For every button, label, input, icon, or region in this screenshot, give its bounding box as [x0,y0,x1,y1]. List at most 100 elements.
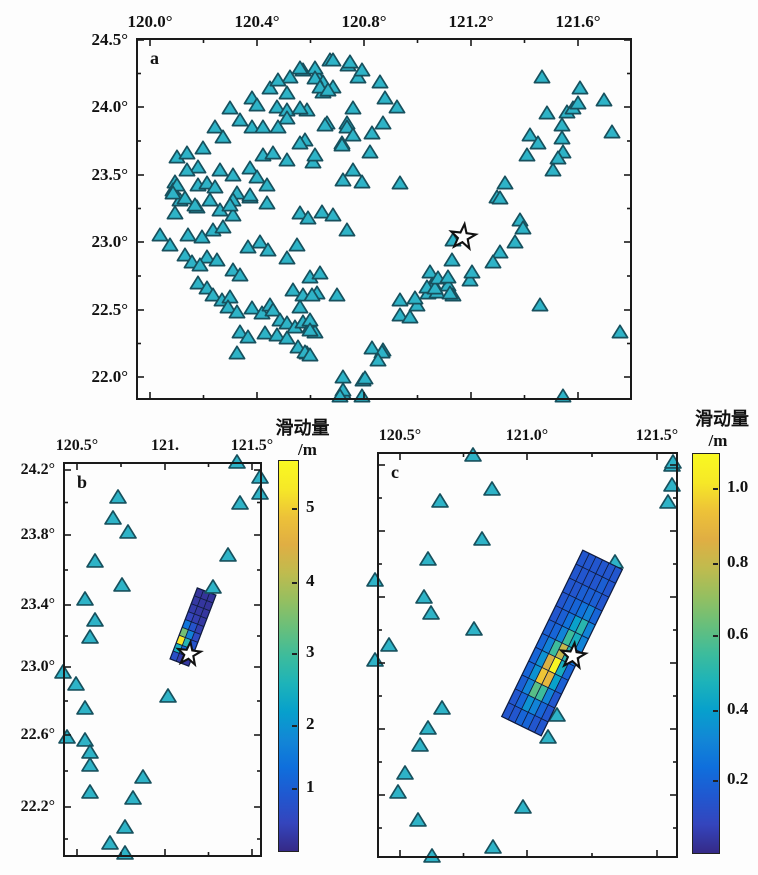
station-triangle [380,637,398,652]
colorbar-b-title: 滑动量 [275,418,330,438]
station-triangle [191,257,209,272]
fault-slip-patch [500,549,624,737]
station-triangle [104,510,122,525]
station-triangle [464,447,482,462]
station-triangle [306,147,324,162]
station-triangle [396,765,414,780]
station-triangle [529,135,547,150]
y-tick-label: 22.6° [20,726,55,743]
station-triangle [421,264,439,279]
station-triangle [228,454,246,469]
station-triangle [76,700,94,715]
station-triangle [258,195,276,210]
station-triangle [224,167,242,182]
station-triangle [214,219,232,234]
station-triangle [538,105,556,120]
station-triangle [221,100,239,115]
station-triangle [553,130,571,145]
station-triangle [389,784,407,799]
station-triangle [251,234,269,249]
fault-slip-patch [169,587,217,667]
y-tick-label: 23.0° [20,658,55,675]
y-tick-label: 22.0° [91,367,128,386]
station-triangle [544,162,562,177]
station-triangle [116,819,134,834]
station-triangle [313,204,331,219]
colorbar-tick-label: 0.4 [727,699,749,718]
y-tick-label: 22.5° [91,300,128,319]
station-triangle [179,227,197,242]
colorbar-tick-mark [292,788,297,790]
epicenter-star [175,638,204,668]
station-triangle [521,127,539,142]
station-triangle [214,129,232,144]
colorbar-b-gradient [278,460,299,852]
y-tick-label: 23.4° [20,596,55,613]
station-triangle [301,322,319,337]
station-triangle [278,85,296,100]
station-triangle [58,729,76,744]
station-triangle [426,280,444,295]
station-triangle [553,117,571,132]
y-tick-label: 24.5° [91,30,128,49]
colorbar-tick-label: 1.0 [727,477,749,496]
station-triangle [319,82,337,97]
station-triangle [441,285,459,300]
station-triangle [433,700,451,715]
station-triangle [241,160,259,175]
station-triangle [338,119,356,134]
station-triangle [76,591,94,606]
station-triangle [423,848,441,863]
station-triangle [231,324,249,339]
x-tick-label: 120.8° [341,12,387,31]
station-triangle [291,60,309,75]
station-triangle [264,145,282,160]
station-triangle [264,302,282,317]
colorbar-tick-label: 0.6 [727,624,749,643]
station-triangle [539,729,557,744]
x-tick-label: 121.5° [230,437,274,454]
station-triangle [401,309,419,324]
station-triangle [239,239,257,254]
x-tick-label: 121. [151,437,179,454]
station-triangle [231,112,249,127]
station-triangle [261,80,279,95]
colorbar-tick-mark [292,725,297,727]
station-triangle [268,327,286,342]
station-triangle [243,300,261,315]
x-tick-label: 121.6° [555,12,601,31]
station-triangle [259,242,277,257]
colorbar-tick-mark [713,780,718,782]
station-triangle [333,137,351,152]
station-triangle [311,265,329,280]
colorbar-tick-label: 0.8 [727,552,749,571]
station-triangle [204,287,222,302]
station-triangle [316,117,334,132]
station-triangle [124,790,142,805]
station-triangle [76,732,94,747]
station-triangle [219,547,237,562]
station-triangle [406,290,424,305]
station-triangle [569,95,587,110]
colorbar-tick-mark [713,488,718,490]
station-triangle [484,839,502,854]
station-triangle [411,737,429,752]
panel-border [136,38,632,400]
station-triangle [366,652,384,667]
station-triangle [278,152,296,167]
panel-b-map [54,454,269,860]
x-tick-label: 120.5° [378,427,422,444]
colorbar-tick-mark [713,563,718,565]
station-triangle [269,119,287,134]
station-triangle [278,250,296,265]
colorbar-tick-mark [713,635,718,637]
panel-a-map [136,38,632,403]
station-triangle [611,324,629,339]
station-triangle [439,269,457,284]
x-tick-label: 121.2° [448,12,494,31]
station-triangle [189,275,207,290]
epicenter-star [448,220,479,252]
station-triangle [284,282,302,297]
station-triangle [208,252,226,267]
